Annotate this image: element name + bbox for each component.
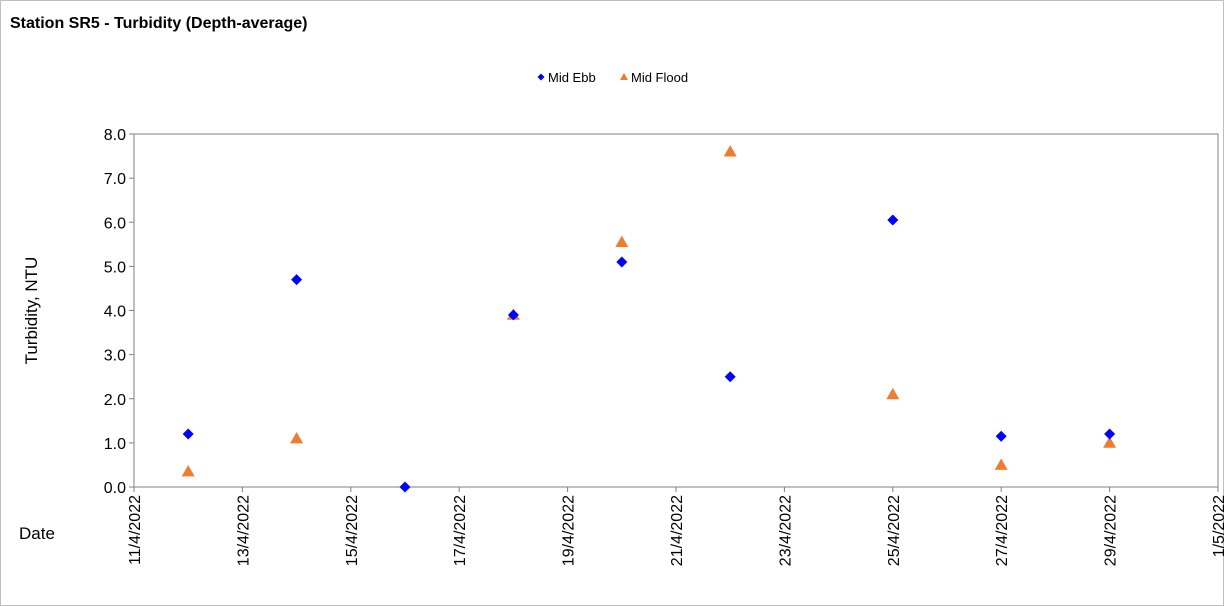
x-tick-label: 17/4/2022 bbox=[452, 495, 469, 566]
x-axis-title: Date bbox=[19, 524, 55, 543]
x-tick-label: 27/4/2022 bbox=[994, 495, 1011, 566]
x-tick-label: 11/4/2022 bbox=[127, 495, 144, 565]
mid-flood-point bbox=[1103, 436, 1117, 448]
x-tick-label: 15/4/2022 bbox=[344, 495, 361, 566]
mid-ebb-point bbox=[182, 428, 194, 440]
mid-flood-point bbox=[994, 458, 1008, 470]
x-tick-label: 23/4/2022 bbox=[777, 495, 794, 566]
x-tick-label: 21/4/2022 bbox=[669, 495, 686, 566]
mid-flood-point bbox=[290, 431, 304, 444]
mid-ebb-point bbox=[291, 274, 303, 286]
y-tick-label: 2.0 bbox=[104, 392, 126, 409]
y-tick-label: 3.0 bbox=[104, 348, 126, 365]
chart-title: Station SR5 - Turbidity (Depth-average) bbox=[10, 15, 308, 32]
y-tick-label: 5.0 bbox=[104, 259, 126, 276]
mid-ebb-point bbox=[399, 481, 411, 493]
x-tick-label: 25/4/2022 bbox=[886, 495, 903, 566]
mid-ebb-point bbox=[887, 214, 899, 226]
mid-flood-point bbox=[723, 145, 737, 157]
x-tick-label: 13/4/2022 bbox=[235, 495, 252, 566]
y-tick-label: 7.0 bbox=[104, 171, 126, 188]
y-tick-label: 4.0 bbox=[104, 304, 126, 321]
x-axis: 11/4/2022 13/4/2022 15/4/2022 17/4/2022 19/4… bbox=[127, 487, 1224, 566]
legend-marker-mid-flood bbox=[620, 73, 628, 80]
mid-ebb-point bbox=[616, 256, 628, 268]
y-tick-label: 0.0 bbox=[104, 480, 126, 497]
x-tick-label: 1/5/2022 bbox=[1211, 495, 1224, 557]
data-marks bbox=[181, 145, 1117, 493]
y-tick-label: 8.0 bbox=[104, 127, 126, 144]
x-tick-label: 19/4/2022 bbox=[561, 495, 578, 566]
x-tick-label: 29/4/2022 bbox=[1103, 495, 1120, 566]
legend: Mid Ebb Mid Flood bbox=[537, 70, 688, 85]
mid-ebb-point bbox=[724, 371, 736, 383]
mid-flood-point bbox=[181, 465, 195, 477]
mid-ebb-point bbox=[1104, 428, 1116, 440]
mid-flood-point bbox=[615, 235, 629, 247]
y-tick-label: 6.0 bbox=[104, 215, 126, 232]
legend-label: Mid Flood bbox=[631, 70, 688, 85]
y-axis: 0.0 1.0 2.0 3.0 4.0 5.0 6.0 7.0 8.0 bbox=[104, 127, 134, 497]
mid-ebb-point bbox=[995, 430, 1007, 442]
y-tick-label: 1.0 bbox=[104, 436, 126, 453]
mid-ebb-point bbox=[507, 309, 519, 321]
mid-flood-point bbox=[886, 387, 900, 400]
legend-label: Mid Ebb bbox=[548, 70, 596, 85]
legend-marker-mid-ebb bbox=[537, 73, 545, 81]
y-axis-title: Turbidity, NTU bbox=[22, 257, 41, 365]
